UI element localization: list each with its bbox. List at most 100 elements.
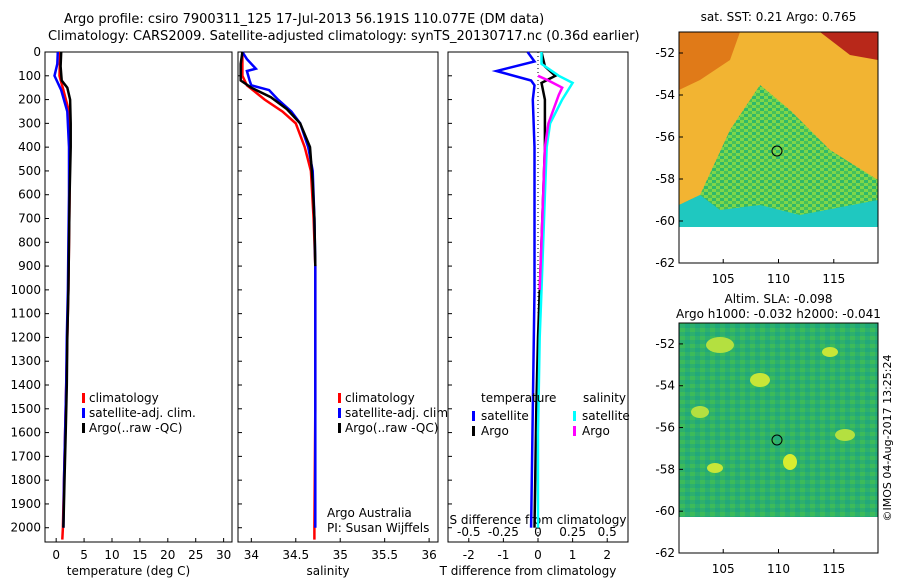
y-tick-label: 100	[18, 69, 41, 83]
x-tick-label: 34.5	[282, 548, 309, 562]
map-x-tick-label: 105	[712, 272, 735, 286]
x-tick-label: 2	[603, 548, 611, 562]
y-tick-label: 1900	[10, 497, 41, 511]
legend-label: Argo(..raw -QC)	[345, 421, 438, 435]
sst-warm-region	[679, 32, 878, 205]
map-y-tick-label: -58	[655, 462, 675, 476]
map-title: sat. SST: 0.21 Argo: 0.765	[701, 10, 857, 24]
title-line-1: Argo profile: csiro 7900311_125 17-Jul-2…	[64, 12, 545, 27]
y-tick-label: 300	[18, 116, 41, 130]
x2-tick-label: -0.5	[457, 525, 480, 539]
x-axis-label: temperature (deg C)	[67, 564, 190, 578]
sla-blob	[822, 347, 838, 357]
x-tick-label: 10	[104, 548, 119, 562]
y-tick-label: 0	[33, 45, 41, 59]
annotation-text: PI: Susan Wijffels	[327, 521, 429, 535]
legend-label: climatology	[89, 391, 159, 405]
x-tick-label: -1	[497, 548, 509, 562]
x-tick-label: 35.5	[371, 548, 398, 562]
map-y-tick-label: -54	[655, 88, 675, 102]
map-y-tick-label: -52	[655, 337, 675, 351]
x2-tick-label: 0.5	[598, 525, 617, 539]
y-tick-label: 1200	[10, 330, 41, 344]
legend-label: Argo	[481, 424, 509, 438]
legend-swatch	[338, 393, 341, 403]
y-tick-label: 400	[18, 140, 41, 154]
y-tick-label: 600	[18, 188, 41, 202]
legend-title-temperature: temperature	[481, 391, 556, 405]
plot-frame-0	[44, 51, 233, 543]
map-y-tick-label: -62	[655, 256, 675, 270]
plot-frame-1	[237, 51, 439, 543]
x-tick-label: 0	[52, 548, 60, 562]
legend-label: climatology	[345, 391, 415, 405]
x-tick-label: 1	[569, 548, 577, 562]
x-tick-label: 0	[534, 548, 542, 562]
y-tick-label: 1400	[10, 378, 41, 392]
legend-swatch	[82, 393, 85, 403]
legend-label: satellite	[481, 409, 529, 423]
map-y-tick-label: -62	[655, 546, 675, 560]
y-tick-label: 1100	[10, 307, 41, 321]
x-tick-label: 30	[216, 548, 231, 562]
x-tick-label: 35	[333, 548, 348, 562]
sla-blob	[691, 406, 709, 418]
y-tick-label: 900	[18, 259, 41, 273]
sla-map-field	[679, 323, 878, 517]
y-tick-label: 1000	[10, 283, 41, 297]
map-y-tick-label: -56	[655, 421, 675, 435]
sla-blob	[750, 373, 770, 387]
x-tick-label: 36	[421, 548, 436, 562]
legend-swatch	[573, 411, 576, 421]
sla-blob	[835, 429, 855, 441]
y-tick-label: 700	[18, 212, 41, 226]
map-y-tick-label: -52	[655, 46, 675, 60]
y-tick-label: 500	[18, 164, 41, 178]
map-x-tick-label: 115	[822, 272, 845, 286]
y-tick-label: 1800	[10, 473, 41, 487]
sla-blob	[707, 463, 723, 473]
sla-blob	[783, 454, 797, 470]
x2-tick-label: -0.25	[488, 525, 519, 539]
y-tick-label: 1700	[10, 449, 41, 463]
x-tick-label: 20	[160, 548, 175, 562]
series-argo-raw-qc-	[59, 51, 72, 528]
legend-label: satellite-adj. clim.	[345, 406, 452, 420]
x2-tick-label: 0.25	[559, 525, 586, 539]
x-axis-label: T difference from climatology	[439, 564, 617, 578]
sla-argo-marker	[771, 434, 783, 446]
legend-swatch	[472, 426, 475, 436]
sst-hot-region	[679, 32, 740, 90]
map-x-tick-label: 110	[767, 562, 790, 576]
sst-hot-region-2	[820, 32, 878, 60]
legend-swatch	[472, 411, 475, 421]
series-salinity-satellite	[536, 52, 575, 528]
series-argo-raw-qc-	[239, 51, 317, 267]
legend-title-salinity: salinity	[583, 391, 626, 405]
sst-cold-region	[679, 195, 878, 227]
legend-label: satellite-adj. clim.	[89, 406, 196, 420]
legend-label: Argo	[582, 424, 610, 438]
y-tick-label: 800	[18, 235, 41, 249]
y-tick-label: 1600	[10, 426, 41, 440]
legend-label: Argo(..raw -QC)	[89, 421, 182, 435]
map-x-tick-label: 105	[712, 562, 735, 576]
y-tick-label: 1500	[10, 402, 41, 416]
sst-argo-marker	[771, 145, 783, 157]
sla-blob	[706, 337, 734, 353]
map-x-tick-label: 115	[822, 562, 845, 576]
sst-map	[679, 32, 878, 227]
sla-map	[679, 323, 878, 517]
y-tick-label: 2000	[10, 521, 41, 535]
x-tick-label: 5	[80, 548, 88, 562]
legend-label: satellite	[582, 409, 630, 423]
x-tick-label: 15	[132, 548, 147, 562]
title-line-2: Climatology: CARS2009. Satellite-adjuste…	[48, 29, 640, 44]
legend-swatch	[338, 423, 341, 433]
x-axis-label: salinity	[306, 564, 349, 578]
legend-swatch	[82, 423, 85, 433]
x-tick-label: 25	[188, 548, 203, 562]
map-y-tick-label: -54	[655, 379, 675, 393]
imos-watermark: ©IMOS 04-Aug-2017 13:25:24	[881, 355, 894, 522]
